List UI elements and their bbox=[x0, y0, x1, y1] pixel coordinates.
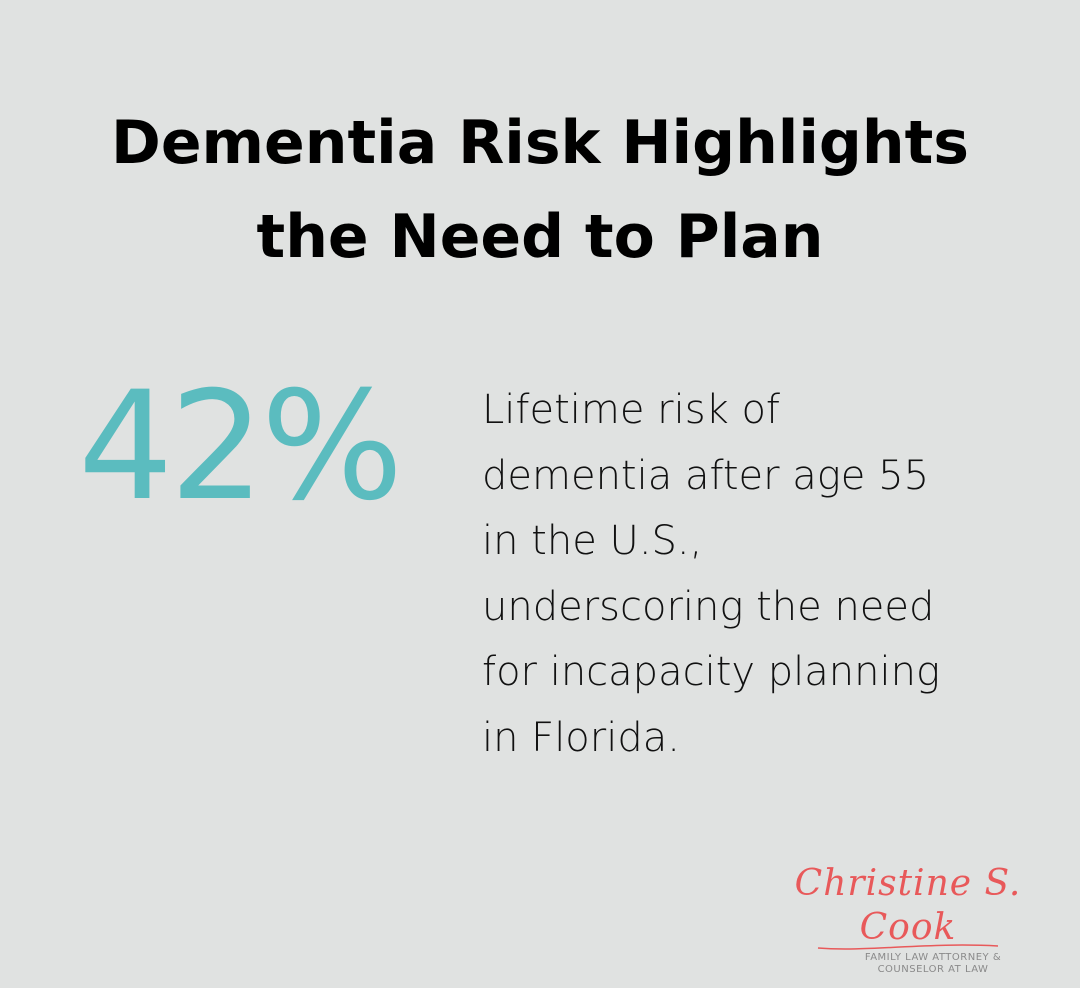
description-line: dementia after age 55 bbox=[482, 452, 930, 499]
stat-description: Lifetime risk of dementia after age 55 i… bbox=[482, 378, 1042, 772]
brand-logo: Christine S. Cook FAMILY LAW ATTORNEY & … bbox=[768, 862, 1048, 976]
logo-swash-icon bbox=[817, 944, 999, 950]
title-line-2: the Need to Plan bbox=[256, 202, 824, 272]
description-line: for incapacity planning bbox=[482, 649, 940, 696]
description-line: in the U.S., bbox=[482, 518, 703, 565]
logo-name: Christine S. Cook bbox=[794, 863, 1022, 948]
logo-tagline-2: COUNSELOR AT LAW bbox=[877, 964, 989, 975]
logo-tagline-1: FAMILY LAW ATTORNEY & bbox=[864, 952, 1002, 963]
description-line: Lifetime risk of bbox=[482, 387, 781, 433]
page-title: Dementia Risk Highlights the Need to Pla… bbox=[0, 96, 1080, 284]
title-line-1: Dementia Risk Highlights bbox=[111, 108, 969, 178]
description-line: underscoring the need bbox=[482, 583, 935, 630]
stat-value: 42% bbox=[78, 360, 403, 534]
description-line: in Florida. bbox=[482, 714, 680, 761]
